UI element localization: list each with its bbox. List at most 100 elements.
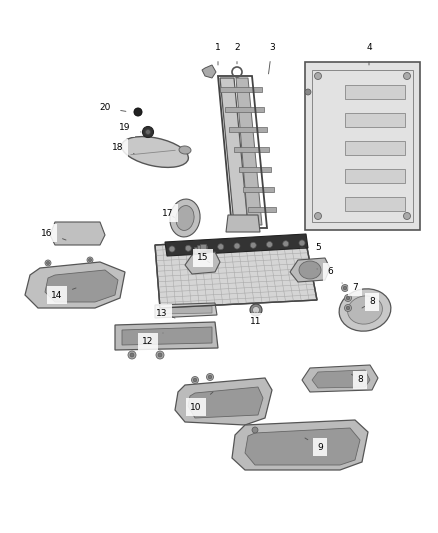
Circle shape [218, 244, 224, 250]
Text: 20: 20 [99, 103, 126, 112]
Ellipse shape [176, 206, 194, 230]
Circle shape [252, 306, 259, 313]
Circle shape [87, 257, 93, 263]
Text: 6: 6 [317, 268, 333, 277]
Circle shape [208, 375, 212, 379]
Circle shape [342, 285, 349, 292]
Text: 19: 19 [119, 124, 141, 133]
Circle shape [142, 126, 153, 138]
Polygon shape [345, 169, 405, 183]
Polygon shape [160, 306, 212, 314]
Circle shape [403, 213, 410, 220]
Text: 5: 5 [300, 244, 321, 253]
Circle shape [314, 213, 321, 220]
Polygon shape [200, 244, 206, 250]
Polygon shape [232, 420, 368, 470]
Ellipse shape [348, 296, 382, 324]
Circle shape [130, 353, 134, 357]
Polygon shape [230, 127, 267, 132]
Polygon shape [234, 147, 269, 152]
Circle shape [299, 240, 305, 246]
Circle shape [193, 378, 197, 382]
Circle shape [345, 295, 352, 302]
Text: 9: 9 [305, 438, 323, 451]
Circle shape [46, 262, 49, 264]
Circle shape [283, 241, 289, 247]
Polygon shape [239, 167, 271, 172]
Polygon shape [194, 247, 200, 253]
Circle shape [169, 246, 175, 252]
Circle shape [185, 245, 191, 251]
Text: 15: 15 [197, 254, 210, 263]
Polygon shape [175, 378, 272, 425]
Circle shape [156, 351, 164, 359]
Polygon shape [155, 237, 317, 308]
Polygon shape [220, 78, 248, 225]
Circle shape [128, 351, 136, 359]
Circle shape [252, 427, 258, 433]
Circle shape [88, 259, 92, 262]
Polygon shape [25, 262, 125, 308]
Polygon shape [345, 113, 405, 127]
Ellipse shape [339, 289, 391, 331]
Circle shape [250, 304, 262, 316]
Polygon shape [226, 215, 260, 232]
Circle shape [346, 306, 350, 310]
Polygon shape [165, 234, 308, 256]
Polygon shape [290, 258, 330, 282]
Ellipse shape [179, 146, 191, 154]
Circle shape [403, 72, 410, 79]
Polygon shape [312, 370, 370, 388]
Polygon shape [197, 245, 203, 251]
Circle shape [191, 376, 198, 384]
Text: 1: 1 [215, 43, 221, 65]
Polygon shape [236, 78, 262, 225]
Polygon shape [220, 87, 262, 92]
Ellipse shape [170, 199, 200, 237]
Text: 11: 11 [250, 312, 262, 327]
Text: 18: 18 [112, 143, 134, 154]
Circle shape [266, 241, 272, 247]
Circle shape [234, 243, 240, 249]
Polygon shape [345, 85, 405, 99]
Circle shape [145, 130, 151, 134]
Polygon shape [302, 365, 378, 392]
Polygon shape [345, 141, 405, 155]
Circle shape [250, 243, 256, 248]
Circle shape [206, 374, 213, 381]
Text: 17: 17 [162, 208, 175, 217]
Circle shape [201, 245, 208, 251]
Polygon shape [50, 222, 105, 245]
Ellipse shape [299, 261, 321, 279]
Circle shape [305, 89, 311, 95]
Polygon shape [185, 252, 220, 274]
Text: 2: 2 [234, 43, 240, 64]
Polygon shape [305, 62, 420, 230]
Polygon shape [122, 327, 212, 345]
Text: 4: 4 [366, 43, 372, 65]
Circle shape [45, 260, 51, 266]
Polygon shape [225, 107, 265, 112]
Text: 13: 13 [156, 309, 175, 318]
Text: 7: 7 [342, 282, 358, 292]
Text: 10: 10 [190, 392, 213, 411]
Circle shape [314, 72, 321, 79]
Circle shape [346, 296, 350, 300]
Polygon shape [202, 65, 216, 78]
Text: 3: 3 [268, 43, 275, 74]
Polygon shape [248, 207, 276, 212]
Text: 12: 12 [142, 333, 163, 346]
Polygon shape [155, 303, 217, 318]
Circle shape [343, 286, 347, 290]
Text: 8: 8 [351, 374, 363, 384]
Circle shape [134, 108, 142, 116]
Text: 8: 8 [362, 297, 375, 308]
Polygon shape [115, 322, 218, 350]
Text: 14: 14 [51, 288, 76, 300]
Polygon shape [245, 428, 360, 465]
Text: 16: 16 [41, 229, 66, 240]
Polygon shape [45, 270, 118, 302]
Polygon shape [345, 197, 405, 211]
Ellipse shape [122, 136, 188, 167]
Circle shape [345, 304, 352, 311]
